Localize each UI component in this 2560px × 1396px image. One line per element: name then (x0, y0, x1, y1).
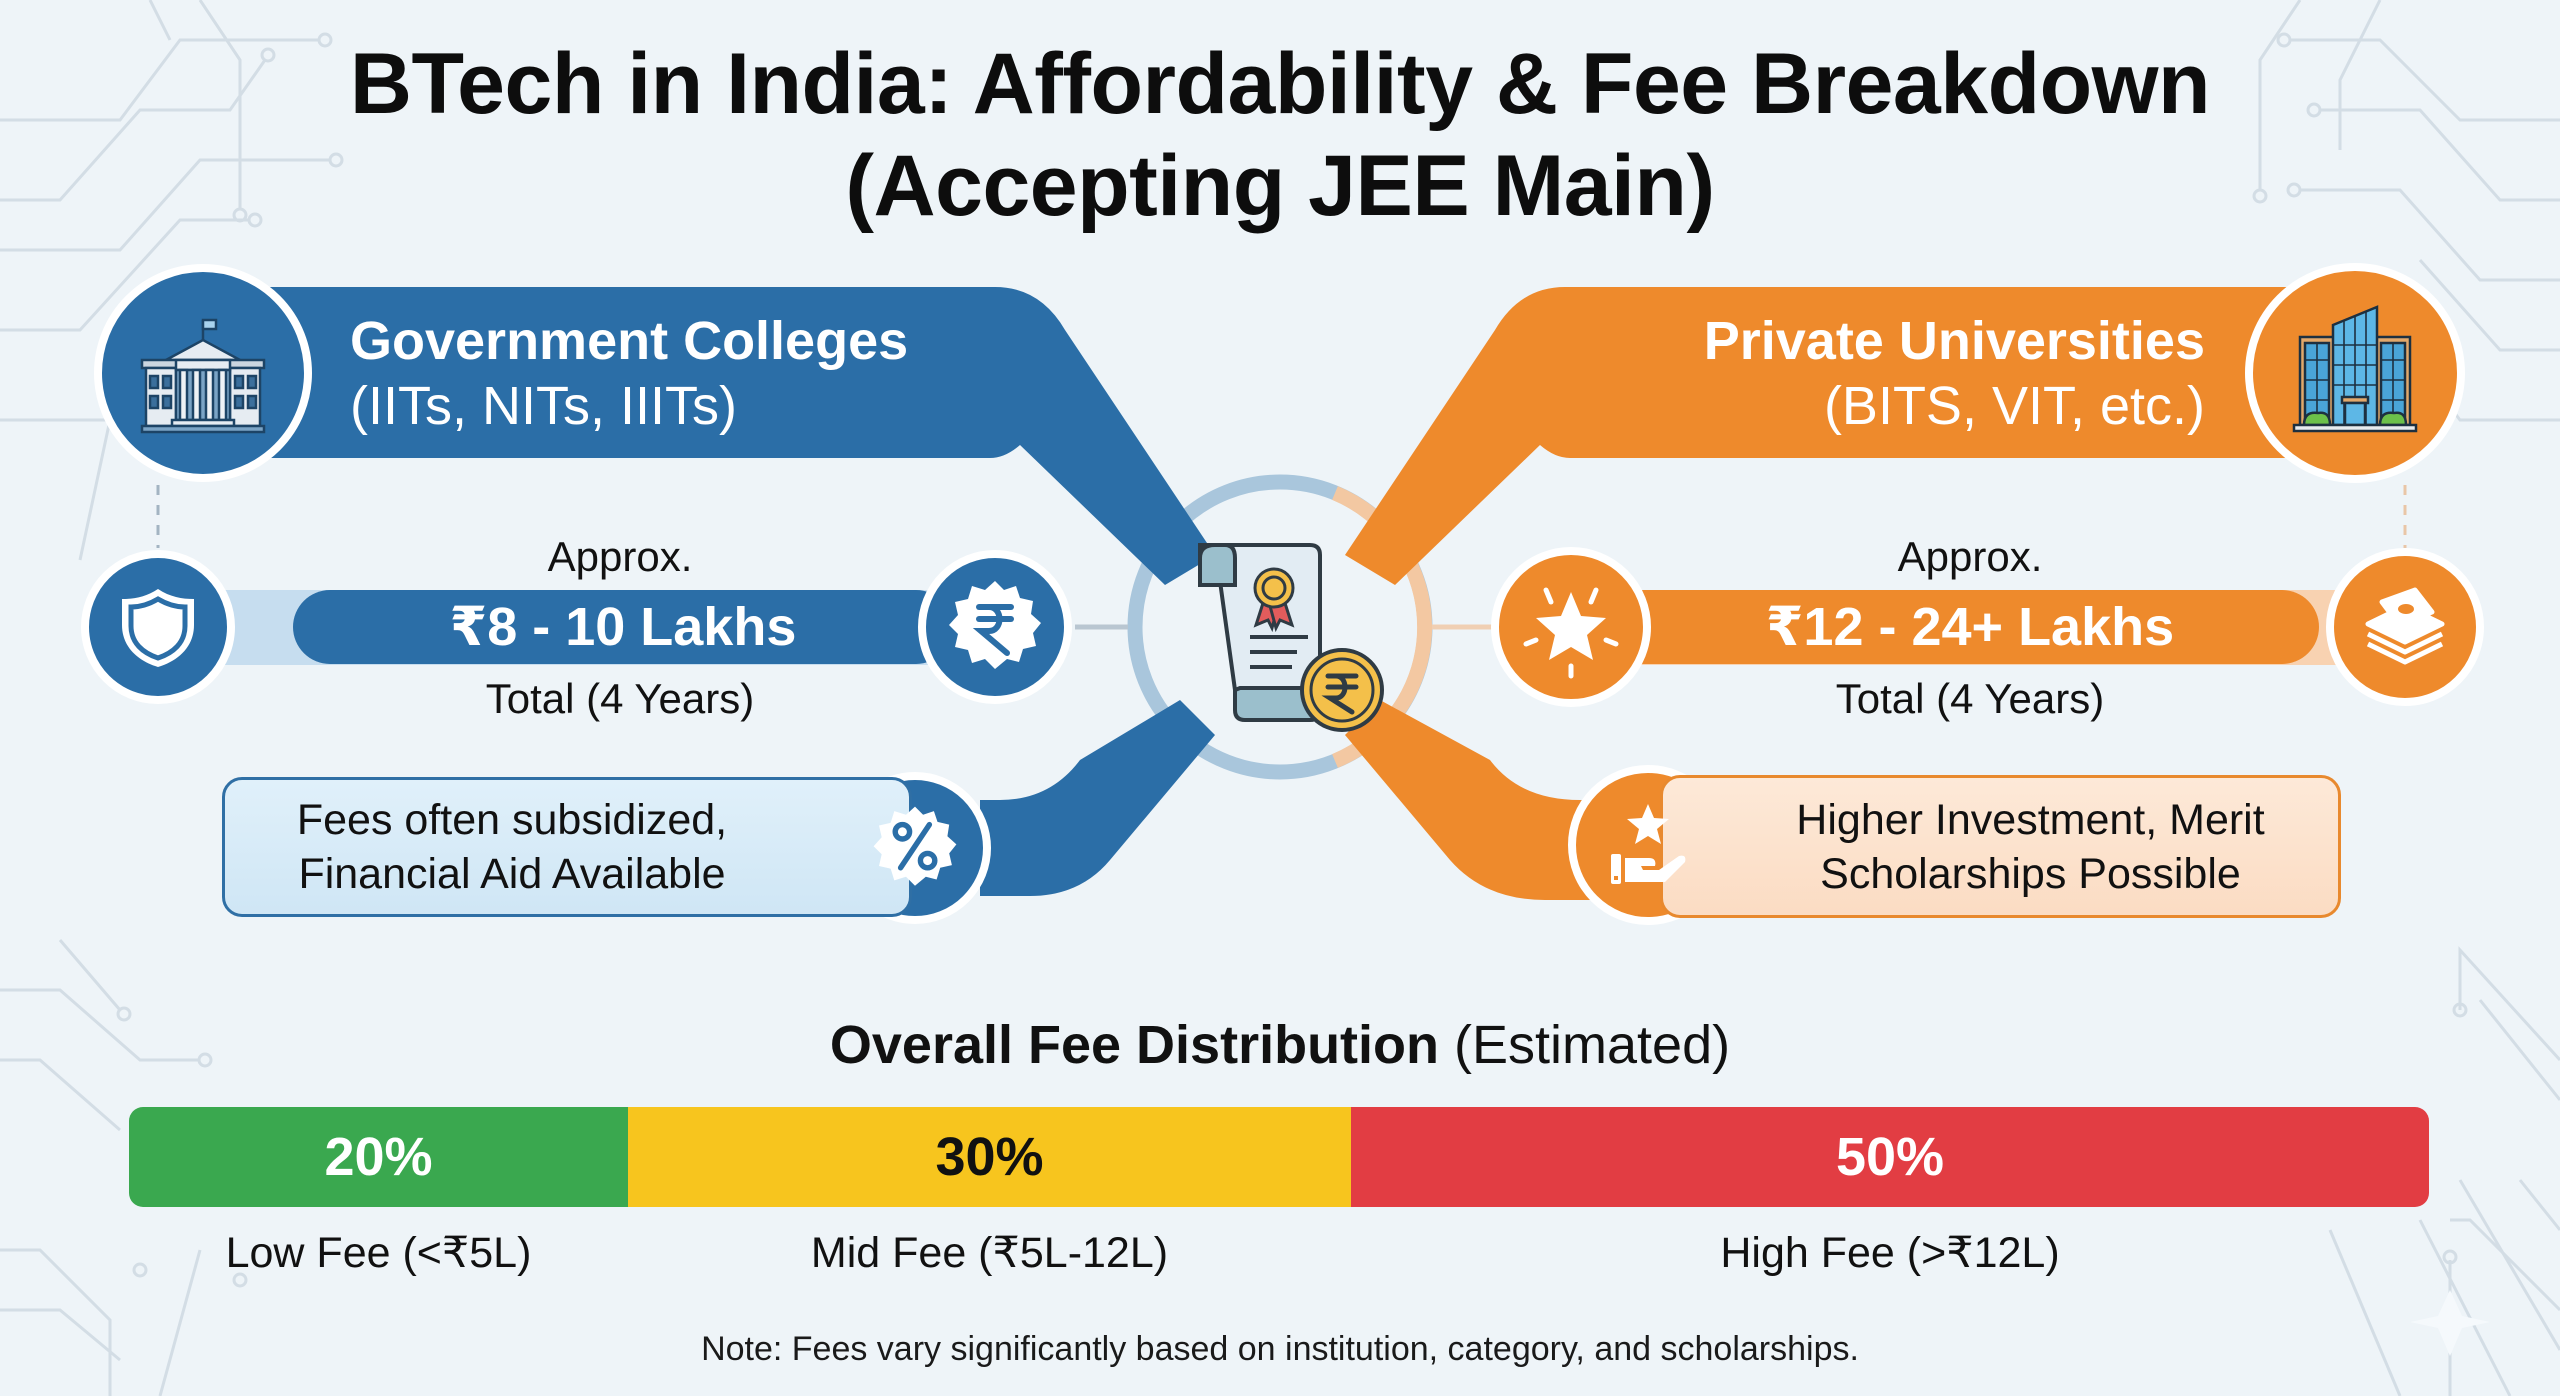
government-total-label: Total (4 Years) (485, 675, 755, 722)
bar-segment-high: 50% (1351, 1107, 2429, 1207)
bar-segment-low: 20% (129, 1107, 628, 1207)
bar-category-label: High Fee (>₹12L) (1720, 1229, 2060, 1277)
government-fee-range: ₹8 - 10 Lakhs (449, 597, 797, 657)
money-stack-icon (2365, 587, 2445, 665)
page-title-line1: BTech in India: Affordability & Fee Brea… (349, 36, 2211, 132)
modern-building-icon (2292, 305, 2418, 433)
government-lower-ribbon (980, 700, 1215, 896)
private-title: Private Universities (1703, 311, 2205, 371)
bar-value-label: 30% (935, 1127, 1044, 1187)
bar-category-label: Mid Fee (₹5L-12L) (810, 1229, 1169, 1277)
rupee-badge-icon (949, 581, 1041, 669)
private-note-box: Higher Investment, Merit Scholarships Po… (1660, 775, 2341, 918)
private-ribbon (1345, 287, 2310, 585)
private-fee-pill (1600, 590, 2319, 664)
bar-value-label: 20% (324, 1127, 433, 1187)
private-subtitle: (BITS, VIT, etc.) (1823, 376, 2205, 436)
certificate-rupee-icon (1198, 543, 1384, 732)
government-title: Government Colleges (350, 311, 909, 371)
bar-segment-mid: 30% (628, 1107, 1351, 1207)
footnote: Note: Fees vary significantly based on i… (701, 1330, 1859, 1368)
page-title-line2: (Accepting JEE Main) (845, 138, 1715, 234)
government-fee-pill (293, 590, 953, 664)
bar-category-label: Low Fee (<₹5L) (225, 1229, 532, 1277)
government-note-line2: Financial Aid Available (298, 850, 726, 898)
hand-star-icon (1611, 804, 1686, 884)
government-note-box: Fees often subsidized, Financial Aid Ava… (222, 777, 912, 917)
distribution-title-rest: (Estimated) (1454, 1015, 1731, 1075)
star-icon (1523, 587, 1619, 679)
government-approx-label: Approx. (547, 533, 693, 580)
government-building-icon (140, 318, 266, 434)
percent-badge-icon (873, 806, 957, 886)
private-fee-range: ₹12 - 24+ Lakhs (1765, 597, 2175, 657)
bar-value-label: 50% (1835, 1127, 1945, 1187)
private-note-line1: Higher Investment, Merit (1796, 795, 2265, 844)
private-approx-label: Approx. (1897, 533, 2043, 580)
government-subtitle: (IITs, NITs, IIITs) (350, 376, 737, 436)
distribution-title-bold: Overall Fee Distribution (829, 1015, 1440, 1075)
shield-icon (122, 589, 194, 667)
government-note-line1: Fees often subsidized, (296, 796, 728, 844)
private-note-line2: Scholarships Possible (1820, 849, 2241, 898)
government-ribbon (250, 287, 1215, 585)
private-total-label: Total (4 Years) (1835, 675, 2105, 722)
private-lower-ribbon (1345, 700, 1620, 900)
distribution-title: Overall Fee Distribution (Estimated) (0, 1013, 2560, 1077)
